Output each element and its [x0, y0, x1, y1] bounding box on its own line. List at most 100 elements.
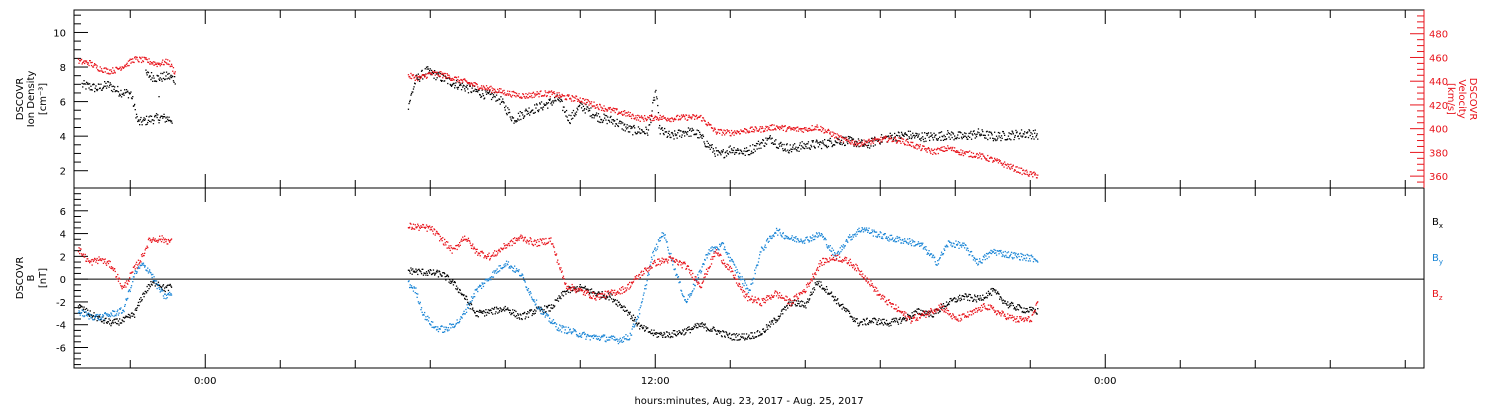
- field-by-series-point: [812, 239, 814, 241]
- field-by-series-point: [87, 312, 90, 314]
- field-bx-series-point: [930, 310, 933, 312]
- field-by-series-point: [704, 259, 706, 261]
- density-series-point: [766, 139, 768, 141]
- field-bx-series-point: [867, 323, 870, 326]
- field-by-series-point: [892, 237, 894, 239]
- field-bx-series-point: [92, 315, 95, 317]
- field-by-series-point: [530, 296, 533, 298]
- field-by-series-point: [527, 289, 529, 292]
- velocity-series-point: [865, 144, 867, 146]
- velocity-series-point: [903, 142, 905, 144]
- field-by-series-point: [899, 239, 901, 241]
- field-bx-series-point: [620, 305, 623, 307]
- field-bx-series-point: [449, 282, 451, 284]
- velocity-series-point: [900, 142, 902, 144]
- velocity-series-point: [407, 74, 410, 76]
- density-series-point: [977, 131, 979, 133]
- field-by-series-point: [988, 256, 990, 258]
- density-series-point: [528, 107, 530, 109]
- density-series-point: [849, 136, 851, 138]
- velocity-series-point: [647, 116, 649, 118]
- velocity-series-point: [502, 90, 504, 92]
- velocity-series-point: [95, 67, 98, 69]
- field-bx-series-point: [662, 334, 665, 336]
- density-series-point: [145, 69, 147, 71]
- velocity-series-point: [909, 144, 911, 147]
- density-series-point: [632, 125, 635, 128]
- velocity-series-point: [834, 137, 836, 139]
- field-bz-series-point: [124, 282, 126, 284]
- velocity-series-point: [953, 150, 955, 152]
- density-series-point: [915, 132, 917, 134]
- density-series-point: [126, 91, 128, 93]
- field-by-series-point: [424, 318, 426, 321]
- density-series-point: [664, 127, 666, 130]
- field-bx-series-point: [622, 309, 625, 311]
- field-by-series-point: [593, 334, 595, 336]
- density-series-point: [542, 109, 544, 111]
- density-series-point: [559, 97, 561, 99]
- density-series-point: [633, 124, 635, 127]
- density-series-point: [902, 134, 905, 136]
- density-series-point: [1022, 135, 1024, 137]
- velocity-series-point: [665, 118, 667, 120]
- density-series-point: [817, 146, 820, 148]
- density-series-point: [729, 151, 731, 153]
- velocity-series-point: [412, 74, 415, 76]
- density-series-point: [791, 148, 793, 150]
- density-series-point: [895, 134, 898, 136]
- field-bx-series-point: [895, 317, 897, 319]
- field-bx-series-point: [694, 326, 696, 328]
- velocity-series-point: [937, 152, 939, 155]
- field-by-series-point: [170, 294, 173, 296]
- field-bx-series-point: [823, 287, 825, 290]
- field-bx-series-point: [87, 309, 89, 311]
- field-by-series-point: [812, 234, 814, 236]
- field-by-series-point: [911, 239, 913, 241]
- field-bx-series-point: [857, 322, 859, 324]
- density-series-point: [542, 106, 545, 108]
- velocity-series-point: [996, 158, 998, 160]
- field-by-series-point: [629, 332, 631, 334]
- field-bx-series-point: [716, 333, 718, 335]
- density-series-point: [642, 131, 644, 133]
- field-bx-series-point: [736, 339, 738, 341]
- velocity-series-point: [955, 150, 958, 152]
- density-series-point: [170, 121, 172, 123]
- density-series-point: [477, 91, 479, 93]
- velocity-series-point: [1011, 167, 1013, 170]
- density-series-point: [767, 138, 769, 140]
- velocity-series-point: [652, 119, 654, 122]
- velocity-series-point: [870, 140, 873, 142]
- field-by-series-point: [893, 240, 895, 242]
- field-by-series-point: [98, 314, 100, 316]
- field-by-series-point: [922, 242, 924, 244]
- density-series-point: [493, 95, 495, 98]
- velocity-series-point: [1010, 166, 1013, 168]
- velocity-series-point: [425, 73, 427, 76]
- field-by-series-point: [517, 269, 519, 272]
- velocity-series-point: [767, 128, 769, 130]
- density-series-point: [841, 143, 843, 146]
- field-by-series-point: [927, 253, 930, 255]
- velocity-series-point: [879, 139, 881, 141]
- density-series-point: [487, 92, 489, 94]
- field-bx-series-point: [81, 306, 83, 308]
- velocity-series-point: [967, 151, 969, 153]
- field-by-series-point: [767, 241, 769, 243]
- velocity-series-point: [832, 134, 835, 136]
- velocity-series-point: [958, 153, 960, 156]
- field-by-series-point: [467, 306, 469, 309]
- velocity-series-point: [702, 117, 705, 119]
- field-by-series-point: [589, 339, 591, 341]
- density-series-point: [878, 139, 880, 141]
- field-by-series-point: [579, 332, 581, 335]
- velocity-series-point: [774, 127, 776, 130]
- velocity-series-point: [482, 88, 484, 91]
- density-series-point: [610, 121, 613, 123]
- velocity-series-point: [838, 136, 840, 138]
- density-series-point: [429, 70, 431, 72]
- density-series-point: [446, 77, 448, 80]
- field-bx-series: [77, 267, 1039, 341]
- field-bx-series-point: [530, 309, 533, 311]
